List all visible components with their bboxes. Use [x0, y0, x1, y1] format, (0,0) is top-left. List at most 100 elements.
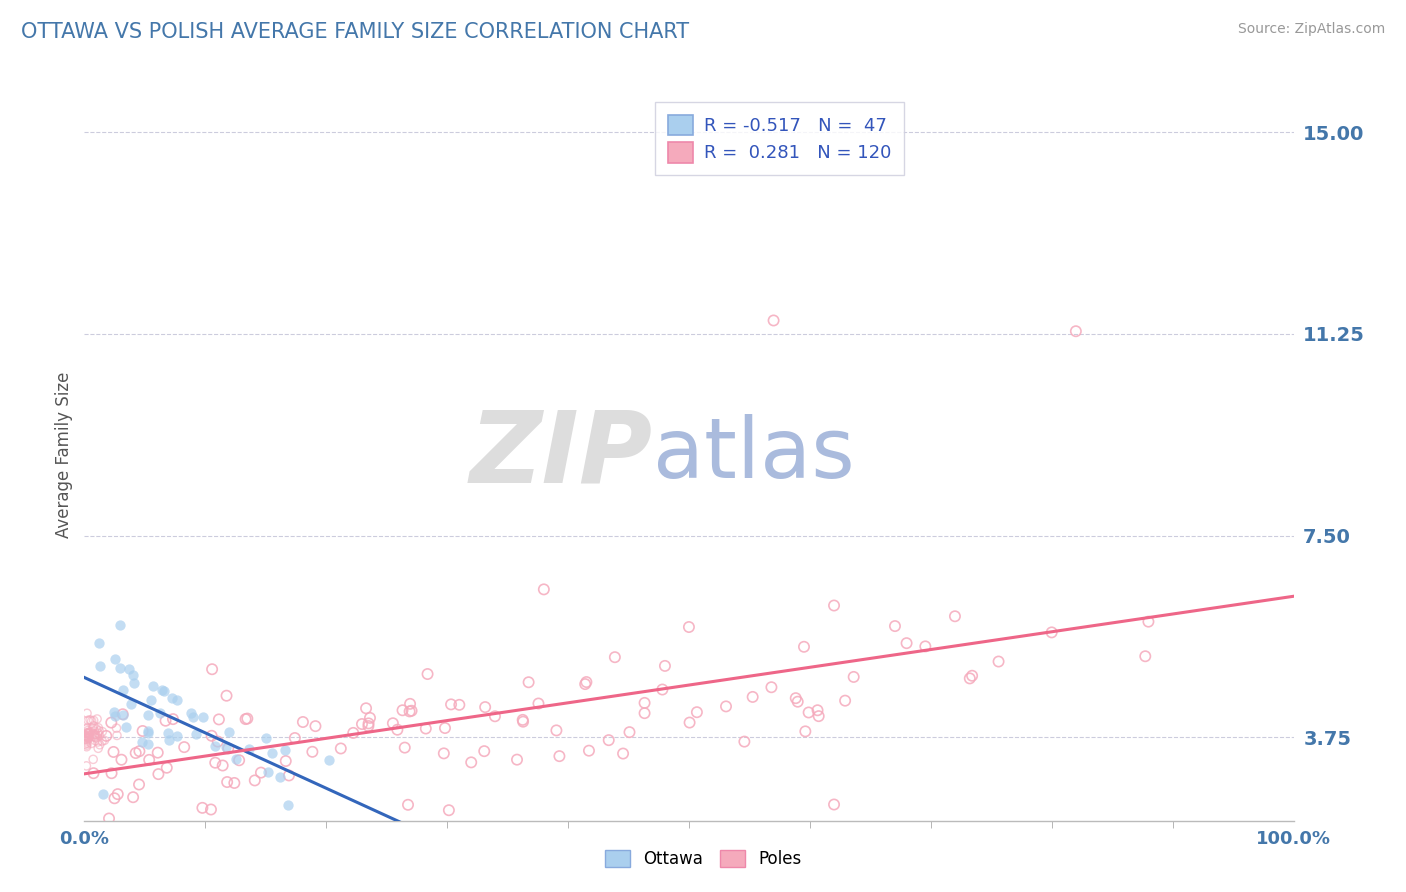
- Point: [578, 744, 600, 758]
- Point: [574, 677, 596, 691]
- Point: [128, 777, 150, 791]
- Point: [173, 740, 195, 755]
- Point: [401, 704, 423, 718]
- Point: [533, 582, 555, 597]
- Point: [603, 650, 626, 665]
- Point: [217, 775, 239, 789]
- Point: [77, 726, 100, 740]
- Point: [416, 667, 439, 681]
- Point: [415, 722, 437, 736]
- Point: [433, 721, 456, 735]
- Point: [959, 672, 981, 686]
- Point: [131, 735, 153, 749]
- Point: [76, 723, 98, 738]
- Point: [105, 721, 128, 735]
- Point: [651, 682, 673, 697]
- Point: [131, 724, 153, 739]
- Point: [387, 723, 409, 737]
- Point: [75, 735, 97, 749]
- Point: [77, 730, 100, 744]
- Point: [87, 636, 110, 650]
- Point: [914, 640, 936, 654]
- Point: [83, 728, 105, 742]
- Point: [474, 700, 496, 714]
- Point: [136, 737, 159, 751]
- Point: [112, 683, 135, 698]
- Point: [157, 726, 180, 740]
- Point: [76, 725, 98, 739]
- Point: [512, 713, 534, 727]
- Point: [201, 729, 224, 743]
- Point: [359, 829, 381, 843]
- Point: [107, 787, 129, 801]
- Point: [87, 726, 110, 740]
- Point: [125, 746, 148, 760]
- Point: [250, 765, 273, 780]
- Point: [884, 619, 907, 633]
- Point: [77, 727, 100, 741]
- Point: [82, 721, 104, 735]
- Point: [797, 706, 820, 720]
- Point: [394, 740, 416, 755]
- Point: [842, 670, 865, 684]
- Point: [83, 719, 105, 733]
- Point: [103, 791, 125, 805]
- Point: [76, 706, 98, 721]
- Point: [262, 746, 284, 760]
- Point: [1040, 625, 1063, 640]
- Point: [76, 736, 98, 750]
- Point: [87, 723, 110, 738]
- Point: [82, 727, 104, 741]
- Point: [381, 716, 404, 731]
- Text: Source: ZipAtlas.com: Source: ZipAtlas.com: [1237, 22, 1385, 37]
- Point: [359, 711, 381, 725]
- Point: [350, 717, 373, 731]
- Point: [291, 714, 314, 729]
- Point: [79, 728, 101, 742]
- Point: [75, 737, 97, 751]
- Point: [103, 709, 125, 723]
- Point: [122, 790, 145, 805]
- Point: [785, 691, 807, 706]
- Point: [391, 703, 413, 717]
- Point: [75, 729, 97, 743]
- Point: [633, 696, 655, 710]
- Point: [83, 731, 105, 745]
- Point: [104, 652, 127, 666]
- Point: [201, 662, 224, 676]
- Point: [142, 679, 165, 693]
- Point: [115, 720, 138, 734]
- Point: [83, 714, 105, 728]
- Point: [238, 742, 260, 756]
- Point: [91, 787, 114, 801]
- Point: [138, 726, 160, 740]
- Point: [76, 732, 98, 747]
- Point: [200, 803, 222, 817]
- Point: [235, 712, 257, 726]
- Point: [437, 803, 460, 817]
- Point: [762, 313, 785, 327]
- Point: [224, 776, 246, 790]
- Point: [89, 729, 111, 743]
- Point: [80, 714, 103, 728]
- Point: [204, 739, 226, 753]
- Point: [896, 636, 918, 650]
- Point: [304, 719, 326, 733]
- Point: [794, 724, 817, 739]
- Point: [77, 727, 100, 741]
- Point: [612, 747, 634, 761]
- Point: [254, 731, 277, 746]
- Point: [77, 725, 100, 739]
- Point: [546, 723, 568, 738]
- Point: [329, 741, 352, 756]
- Point: [122, 676, 145, 690]
- Point: [75, 722, 97, 736]
- Point: [823, 599, 845, 613]
- Point: [139, 693, 162, 707]
- Point: [110, 661, 132, 675]
- Point: [517, 675, 540, 690]
- Point: [943, 609, 966, 624]
- Point: [77, 714, 100, 728]
- Point: [399, 697, 422, 711]
- Point: [155, 714, 177, 728]
